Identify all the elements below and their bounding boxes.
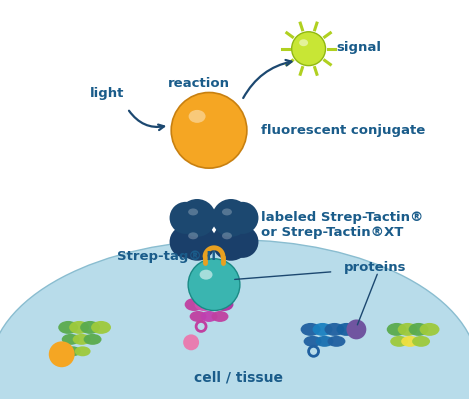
Circle shape: [170, 226, 202, 258]
Ellipse shape: [214, 298, 234, 311]
Circle shape: [171, 92, 247, 168]
Circle shape: [212, 223, 250, 261]
Circle shape: [292, 32, 325, 66]
Text: Strep-tag® II: Strep-tag® II: [117, 250, 217, 263]
Text: or Strep-Tactin®XT: or Strep-Tactin®XT: [261, 226, 403, 239]
Ellipse shape: [185, 298, 203, 311]
Ellipse shape: [62, 334, 80, 345]
Ellipse shape: [300, 323, 321, 336]
Ellipse shape: [222, 232, 232, 239]
Ellipse shape: [316, 336, 333, 347]
Ellipse shape: [190, 311, 207, 322]
Ellipse shape: [327, 336, 345, 347]
Ellipse shape: [73, 334, 90, 345]
Text: fluorescent conjugate: fluorescent conjugate: [261, 124, 425, 137]
Ellipse shape: [204, 298, 223, 311]
Ellipse shape: [325, 323, 344, 336]
Text: signal: signal: [336, 41, 382, 54]
Ellipse shape: [188, 208, 198, 216]
Ellipse shape: [189, 110, 205, 123]
Ellipse shape: [299, 39, 308, 46]
Ellipse shape: [420, 323, 439, 336]
Ellipse shape: [84, 334, 102, 345]
Ellipse shape: [401, 336, 419, 347]
Ellipse shape: [80, 321, 100, 334]
Circle shape: [178, 199, 216, 237]
Circle shape: [178, 223, 216, 261]
Ellipse shape: [412, 336, 430, 347]
Circle shape: [170, 202, 202, 234]
Ellipse shape: [75, 346, 90, 356]
Circle shape: [49, 341, 75, 367]
Ellipse shape: [195, 298, 213, 311]
Circle shape: [227, 202, 259, 234]
Ellipse shape: [58, 321, 78, 334]
Circle shape: [212, 199, 250, 237]
Ellipse shape: [65, 346, 81, 356]
Ellipse shape: [336, 323, 357, 336]
Circle shape: [183, 334, 199, 350]
Text: labeled Strep-Tactin®: labeled Strep-Tactin®: [261, 212, 423, 224]
Ellipse shape: [201, 311, 218, 322]
Circle shape: [346, 320, 366, 339]
Ellipse shape: [211, 311, 228, 322]
Ellipse shape: [91, 321, 111, 334]
Text: cell / tissue: cell / tissue: [195, 370, 284, 384]
Ellipse shape: [313, 323, 333, 336]
Circle shape: [188, 259, 240, 310]
Ellipse shape: [69, 321, 89, 334]
Ellipse shape: [188, 232, 198, 239]
Ellipse shape: [0, 240, 471, 400]
Text: reaction: reaction: [168, 77, 230, 90]
Ellipse shape: [200, 270, 212, 280]
Circle shape: [227, 226, 259, 258]
Ellipse shape: [304, 336, 322, 347]
Ellipse shape: [390, 336, 408, 347]
Ellipse shape: [409, 323, 429, 336]
Ellipse shape: [222, 208, 232, 216]
Ellipse shape: [398, 323, 418, 336]
Text: light: light: [90, 87, 125, 100]
Ellipse shape: [387, 323, 406, 336]
Text: proteins: proteins: [343, 261, 406, 274]
